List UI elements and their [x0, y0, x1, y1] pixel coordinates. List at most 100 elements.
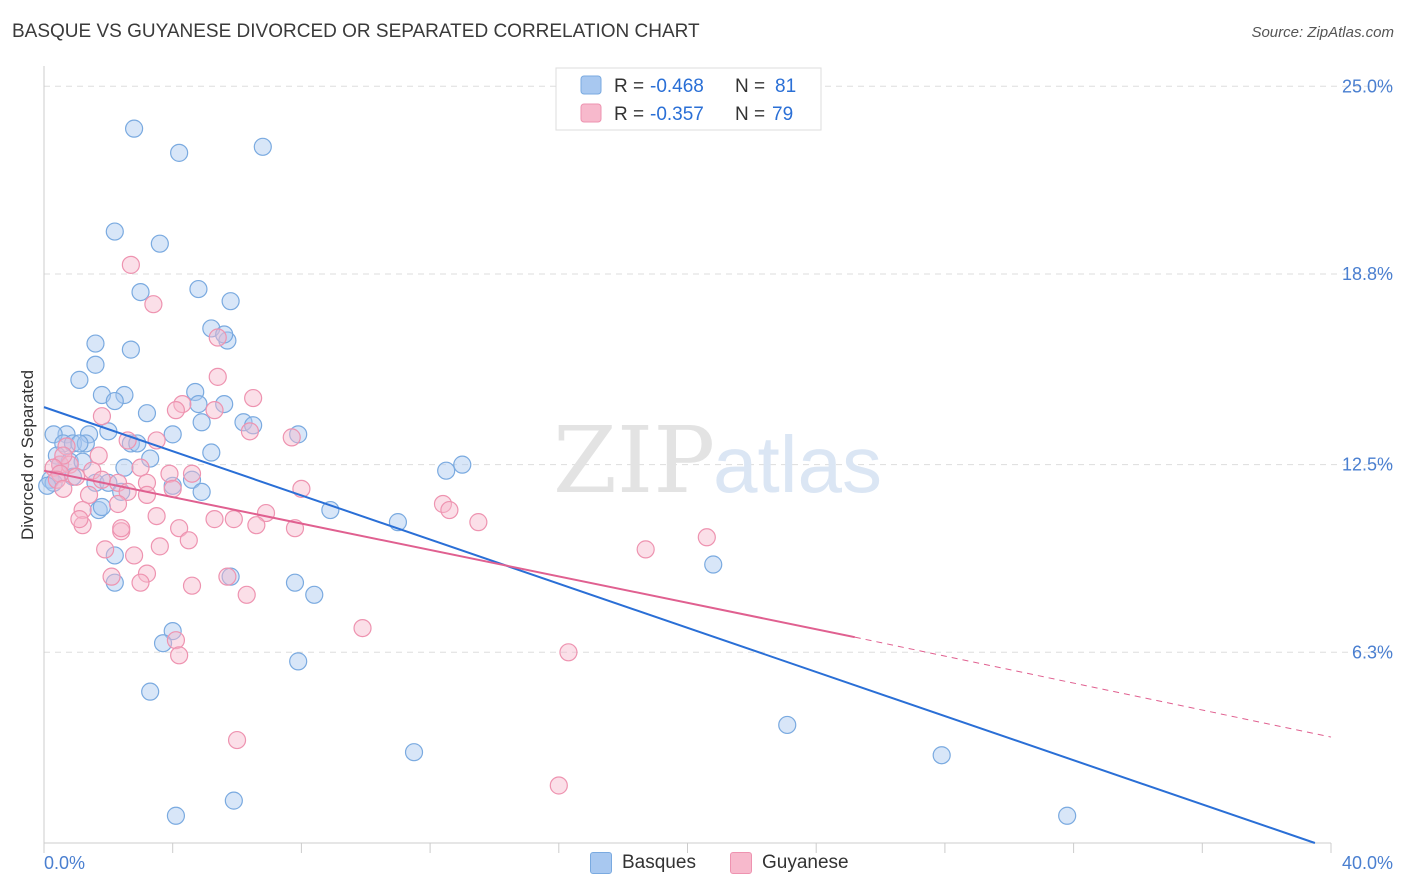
basques-point [163, 425, 182, 444]
watermark-zip: ZIP [553, 407, 715, 514]
basques-point [170, 143, 189, 162]
basques-point [215, 394, 234, 414]
guyanese-point [131, 573, 150, 592]
guyanese-point [92, 407, 112, 426]
basques-point [137, 404, 157, 423]
guyanese-point [160, 464, 179, 483]
basques-point [141, 682, 160, 701]
legend-n-label-2: N = [735, 104, 765, 125]
legend-n-label-1: N = [735, 76, 765, 97]
guyanese-point [147, 506, 166, 526]
guyanese-point [79, 485, 99, 505]
guyanese-point [163, 479, 182, 498]
basques-legend-label: Basques [622, 852, 696, 873]
basques-point [221, 292, 240, 311]
guyanese-point [54, 479, 73, 498]
guyanese-point [208, 367, 227, 386]
guyanese-point [237, 585, 256, 604]
guyanese-point [244, 388, 263, 408]
guyanese-point [208, 328, 227, 347]
guyanese-point [182, 464, 202, 483]
y-axis-title: Divorced or Separated [18, 370, 37, 540]
guyanese-point [282, 428, 301, 447]
basques-point [105, 391, 124, 411]
basques-point [285, 573, 305, 592]
basques-swatch [590, 852, 612, 874]
basques-point [150, 234, 169, 253]
guyanese-legend-label: Guyanese [762, 852, 849, 873]
legend-swatch-basques [580, 75, 602, 95]
guyanese-point [150, 537, 169, 556]
guyanese-point [54, 446, 73, 465]
basques-point [202, 443, 221, 462]
legend-r-value-2: -0.357 [650, 104, 704, 125]
x-tick-label: 0.0% [44, 853, 85, 873]
guyanese-point [636, 540, 655, 559]
legend-bottom-basques: Basques [590, 852, 696, 874]
basques-point [932, 746, 951, 765]
guyanese-point [144, 295, 163, 314]
y-tick-label: 18.8% [1342, 264, 1393, 284]
legend-r-label-2: R = [614, 104, 644, 125]
guyanese-point [440, 500, 459, 520]
basques-point [115, 458, 134, 477]
basques-point [86, 334, 105, 353]
guyanese-point [227, 730, 247, 750]
guyanese-swatch [730, 852, 752, 874]
basques-point [224, 791, 243, 810]
basques-point [192, 413, 211, 432]
legend-n-value-2: 79 [772, 104, 793, 125]
guyanese-point [166, 401, 186, 420]
chart-title: BASQUE VS GUYANESE DIVORCED OR SEPARATED… [12, 21, 700, 42]
legend-swatch-guyanese [580, 103, 602, 123]
trend-lines [43, 406, 1332, 844]
guyanese-point [697, 528, 716, 547]
guyanese-point [131, 458, 150, 477]
guyanese-trend-extension [854, 636, 1332, 738]
guyanese-point [224, 510, 243, 529]
basques-point [182, 470, 202, 489]
guyanese-point [179, 531, 198, 550]
basques-point [305, 585, 324, 604]
x-tick-label: 40.0% [1342, 853, 1393, 873]
basques-point [141, 449, 160, 468]
guyanese-point [96, 540, 115, 559]
basques-point [437, 461, 456, 480]
basques-point [105, 222, 124, 241]
guyanese-point [83, 461, 102, 480]
basques-point [131, 283, 150, 302]
grid-lines [44, 85, 1392, 653]
guyanese-point [205, 401, 224, 420]
guyanese-point [559, 643, 578, 662]
guyanese-point [70, 510, 89, 529]
basques-point [105, 546, 124, 565]
basques-trend-line [43, 406, 1316, 844]
basques-point [453, 455, 472, 474]
source-label: Source: ZipAtlas.com [1251, 24, 1394, 41]
basques-point [92, 497, 112, 517]
guyanese-point [170, 519, 189, 538]
basques-point [1058, 806, 1077, 825]
basques-point [189, 394, 208, 414]
legend-bottom-guyanese: Guyanese [730, 852, 849, 874]
basques-point [404, 743, 424, 762]
basques-point [704, 555, 723, 574]
legend-r-label-1: R = [614, 76, 644, 97]
guyanese-point [170, 646, 189, 665]
basques-point [189, 279, 208, 299]
legend-top: R = -0.468 N = 81 R = -0.357 N = 79 [555, 67, 822, 131]
guyanese-point [47, 470, 66, 489]
basques-point [86, 355, 105, 374]
guyanese-point [124, 546, 144, 565]
data-points [38, 119, 1077, 825]
guyanese-point [218, 567, 237, 586]
guyanese-point [240, 422, 260, 441]
guyanese-point [353, 618, 372, 638]
basques-point [44, 425, 63, 444]
guyanese-trend-line [43, 469, 856, 639]
guyanese-point [121, 255, 140, 274]
basques-point [166, 806, 186, 825]
guyanese-point [118, 431, 137, 450]
y-tick-label: 12.5% [1342, 455, 1393, 475]
